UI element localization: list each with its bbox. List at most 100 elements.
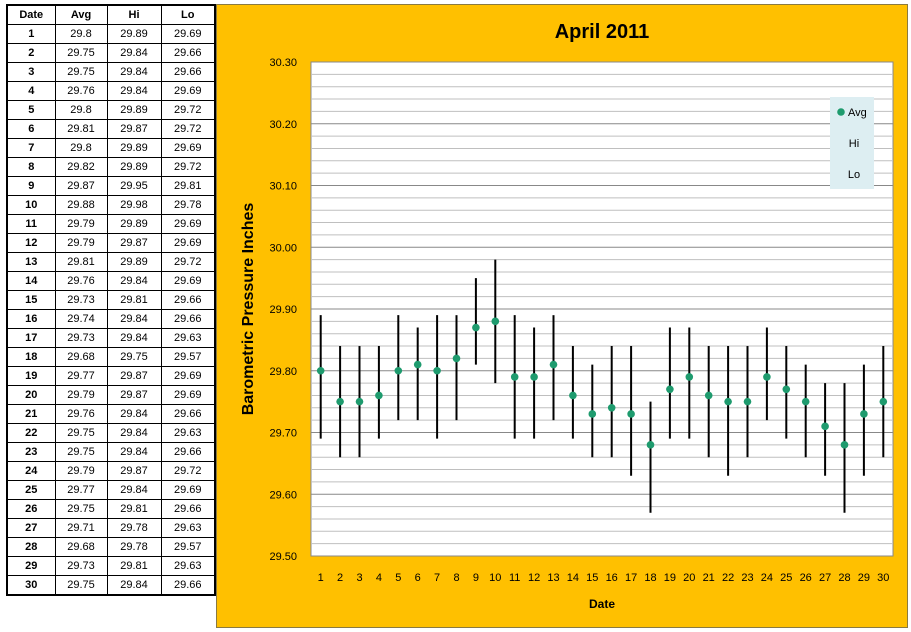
y-tick-label: 29.60 — [269, 489, 297, 501]
avg-point — [394, 366, 403, 375]
cell-hi: 29.75 — [106, 347, 162, 367]
cell-hi: 29.89 — [106, 214, 162, 234]
cell-lo: 29.66 — [160, 499, 216, 519]
cell-lo: 29.57 — [160, 537, 216, 557]
cell-date: 13 — [6, 252, 56, 272]
legend-avg-marker — [837, 108, 845, 116]
data-table: Date Avg Hi Lo 1 29.8 29.89 29.69 2 29.75 29.8… — [6, 4, 216, 596]
cell-lo: 29.69 — [160, 233, 216, 253]
cell-hi: 29.84 — [106, 404, 162, 424]
cell-avg: 29.76 — [54, 404, 108, 424]
cell-date: 15 — [6, 290, 56, 310]
cell-avg: 29.87 — [54, 176, 108, 196]
table-row: 16 29.74 29.84 29.66 — [6, 309, 216, 329]
header-date: Date — [6, 4, 56, 25]
cell-date: 10 — [6, 195, 56, 215]
table-row: 8 29.82 29.89 29.72 — [6, 157, 216, 177]
table-row: 3 29.75 29.84 29.66 — [6, 62, 216, 82]
cell-lo: 29.66 — [160, 309, 216, 329]
chart-svg: 29.50 29.60 29.70 29.80 29.90 30.00 30.10 30.20… — [240, 21, 894, 611]
cell-hi: 29.89 — [106, 138, 162, 158]
avg-point — [646, 441, 655, 449]
cell-avg: 29.75 — [54, 442, 108, 462]
x-tick-label: 9 — [473, 572, 479, 584]
table-row: 24 29.79 29.87 29.72 — [6, 461, 216, 481]
cell-hi: 29.84 — [106, 62, 162, 82]
cell-date: 4 — [6, 81, 56, 101]
cell-avg: 29.77 — [54, 480, 108, 500]
cell-date: 23 — [6, 442, 56, 462]
avg-point — [743, 397, 752, 406]
table-row: 1 29.8 29.89 29.69 — [6, 24, 216, 44]
cell-avg: 29.75 — [54, 62, 108, 82]
x-tick-label: 27 — [819, 572, 831, 584]
cell-date: 8 — [6, 157, 56, 177]
table-row: 10 29.88 29.98 29.78 — [6, 195, 216, 215]
table-row: 13 29.81 29.89 29.72 — [6, 252, 216, 272]
header-lo: Lo — [160, 4, 216, 25]
cell-lo: 29.72 — [160, 461, 216, 481]
cell-avg: 29.75 — [54, 423, 108, 443]
table-row: 17 29.73 29.84 29.63 — [6, 328, 216, 348]
x-tick-label: 6 — [415, 572, 421, 584]
avg-point — [433, 366, 441, 375]
cell-avg: 29.73 — [54, 556, 108, 576]
cell-lo: 29.81 — [160, 176, 216, 196]
cell-hi: 29.84 — [106, 309, 162, 329]
avg-point — [413, 360, 422, 369]
cell-date: 25 — [6, 480, 56, 500]
avg-point — [801, 397, 810, 406]
table-row: 14 29.76 29.84 29.69 — [6, 271, 216, 291]
cell-date: 26 — [6, 499, 56, 519]
cell-avg: 29.76 — [54, 271, 108, 291]
cell-lo: 29.72 — [160, 100, 216, 120]
avg-point — [724, 397, 732, 406]
table-row: 26 29.75 29.81 29.66 — [6, 499, 216, 519]
x-tick-label: 29 — [858, 572, 870, 584]
cell-date: 24 — [6, 461, 56, 481]
cell-avg: 29.68 — [54, 537, 108, 557]
cell-avg: 29.73 — [54, 328, 108, 348]
x-tick-label: 18 — [644, 572, 656, 584]
table-row: 9 29.87 29.95 29.81 — [6, 176, 216, 196]
table-row: 2 29.75 29.84 29.66 — [6, 43, 216, 63]
y-axis-label: Barometric Pressure Inches — [240, 203, 257, 416]
x-tick-label: 21 — [703, 572, 715, 584]
cell-hi: 29.84 — [106, 43, 162, 63]
cell-avg: 29.82 — [54, 157, 108, 177]
cell-hi: 29.98 — [106, 195, 162, 215]
x-tick-label: 10 — [489, 572, 501, 584]
table-header-row: Date Avg Hi Lo — [6, 4, 216, 25]
cell-lo: 29.66 — [160, 43, 216, 63]
x-tick-label: 12 — [528, 572, 540, 584]
cell-date: 27 — [6, 518, 56, 538]
cell-date: 14 — [6, 271, 56, 291]
cell-lo: 29.66 — [160, 62, 216, 82]
table-row: 11 29.79 29.89 29.69 — [6, 214, 216, 234]
cell-lo: 29.69 — [160, 81, 216, 101]
cell-lo: 29.66 — [160, 442, 216, 462]
cell-hi: 29.87 — [106, 385, 162, 405]
cell-hi: 29.84 — [106, 442, 162, 462]
y-tick-label: 30.00 — [269, 242, 297, 254]
cell-avg: 29.71 — [54, 518, 108, 538]
table-row: 15 29.73 29.81 29.66 — [6, 290, 216, 310]
cell-date: 9 — [6, 176, 56, 196]
table-row: 25 29.77 29.84 29.69 — [6, 480, 216, 500]
x-tick-label: 4 — [376, 572, 382, 584]
x-tick-label: 26 — [800, 572, 812, 584]
cell-avg: 29.76 — [54, 81, 108, 101]
cell-lo: 29.69 — [160, 214, 216, 234]
cell-date: 18 — [6, 347, 56, 367]
table-row: 19 29.77 29.87 29.69 — [6, 366, 216, 386]
x-tick-label: 15 — [586, 572, 598, 584]
avg-point — [549, 360, 558, 369]
legend-hi-label: Hi — [849, 138, 859, 150]
cell-hi: 29.84 — [106, 271, 162, 291]
cell-avg: 29.8 — [54, 24, 108, 44]
x-tick-label: 13 — [547, 572, 559, 584]
x-tick-label: 30 — [877, 572, 889, 584]
x-tick-label: 17 — [625, 572, 637, 584]
x-tick-label: 23 — [741, 572, 753, 584]
cell-avg: 29.75 — [54, 43, 108, 63]
